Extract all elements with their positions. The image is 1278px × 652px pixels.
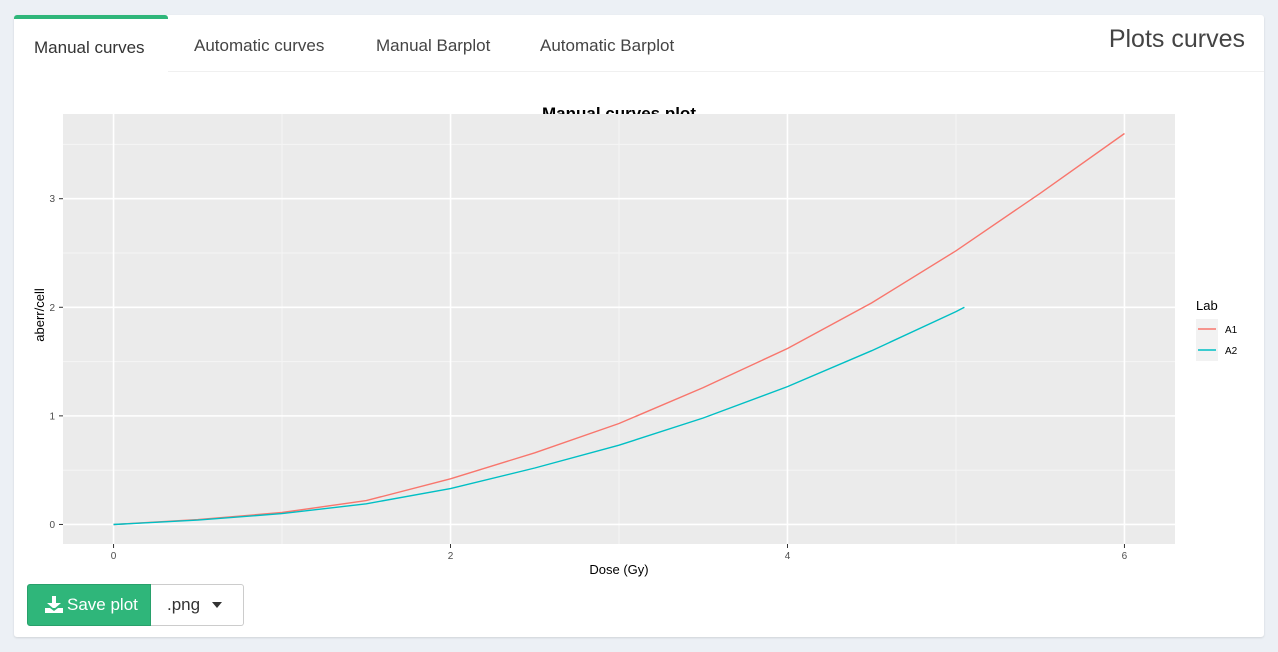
caret-down-icon [212, 602, 223, 608]
x-tick-label: 6 [1122, 551, 1128, 562]
tab-automatic-curves[interactable]: Automatic curves [180, 15, 340, 71]
y-tick-label: 1 [49, 411, 55, 422]
y-tick-label: 3 [49, 194, 55, 205]
tab-label: Manual Barplot [376, 36, 491, 55]
x-tick-label: 4 [785, 551, 791, 562]
tab-label: Automatic curves [194, 36, 325, 55]
plots-box: Manual curves Automatic curves Manual Ba… [14, 15, 1264, 637]
series-line-a1 [113, 132, 1125, 526]
save-plot-button[interactable]: Save plot [27, 584, 151, 626]
legend-key-background [1196, 319, 1218, 361]
tab-manual-barplot[interactable]: Manual Barplot [362, 15, 512, 71]
save-plot-label: Save plot [67, 595, 138, 614]
y-tick-label: 0 [49, 520, 55, 531]
legend-label: A2 [1225, 346, 1238, 357]
format-select[interactable]: .png [151, 584, 244, 626]
tab-label: Automatic Barplot [540, 36, 675, 55]
legend: Lab A1 A2 [1196, 298, 1238, 361]
series-line-a2 [113, 306, 965, 526]
legend-label: A1 [1225, 325, 1238, 336]
x-tick-label: 0 [111, 551, 117, 562]
save-controls: Save plot .png [27, 584, 244, 626]
y-axis-label: aberr/cell [32, 288, 47, 342]
tab-automatic-barplot[interactable]: Automatic Barplot [526, 15, 696, 71]
x-tick-label: 2 [448, 551, 454, 562]
tab-label: Manual curves [34, 38, 145, 57]
tab-bar: Manual curves Automatic curves Manual Ba… [14, 15, 1264, 72]
download-icon [45, 596, 63, 613]
tab-manual-curves[interactable]: Manual curves [14, 15, 168, 72]
x-axis-label: Dose (Gy) [589, 562, 648, 577]
y-tick-label: 2 [49, 303, 55, 314]
legend-title: Lab [1196, 298, 1218, 313]
format-value: .png [167, 595, 201, 614]
box-title: Plots curves [1108, 25, 1245, 53]
